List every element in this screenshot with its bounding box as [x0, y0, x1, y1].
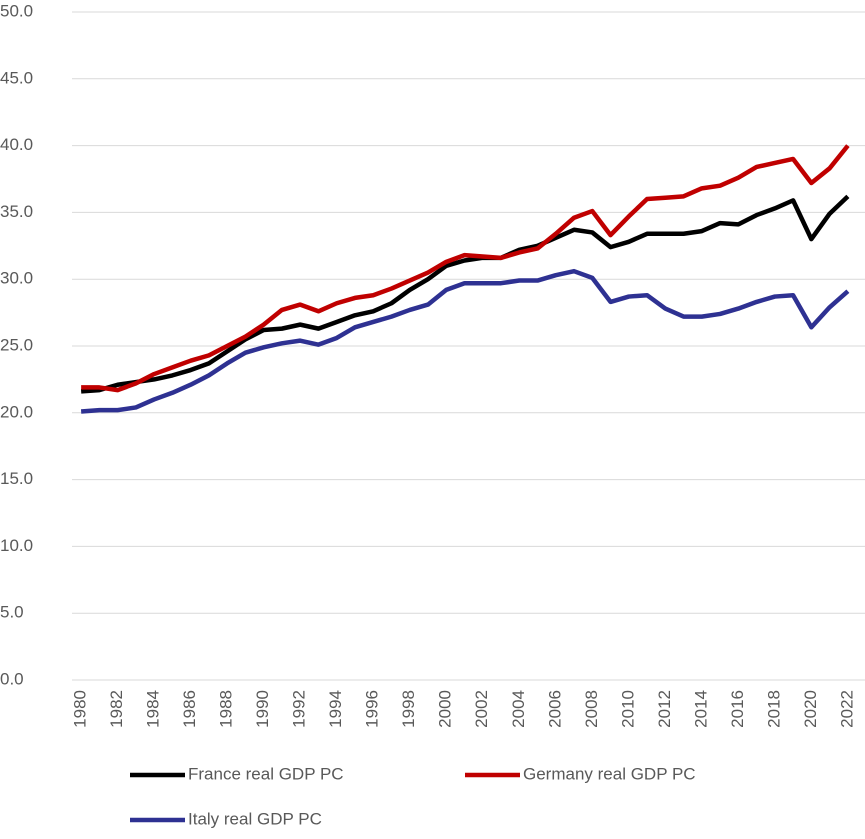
x-tick-label: 2014	[691, 690, 710, 728]
y-tick-label: 15.0	[0, 469, 33, 488]
x-tick-label: 2004	[509, 690, 528, 728]
x-tick-label: 2020	[801, 690, 820, 728]
y-tick-label: 30.0	[0, 269, 33, 288]
y-tick-label: 40.0	[0, 135, 33, 154]
series-line	[80, 268, 850, 414]
x-tick-label: 1998	[399, 690, 418, 728]
x-tick-label: 1986	[180, 690, 199, 728]
x-tick-label: 1980	[71, 690, 90, 728]
legend-label: France real GDP PC	[188, 764, 344, 783]
x-tick-label: 1988	[217, 690, 236, 728]
series-line	[81, 144, 850, 393]
y-tick-label: 0.0	[0, 669, 24, 688]
x-tick-label: 1996	[363, 690, 382, 728]
x-tick-label: 2000	[436, 690, 455, 728]
y-tick-label: 45.0	[0, 68, 33, 87]
y-tick-label: 20.0	[0, 402, 33, 421]
y-tick-label: 5.0	[0, 603, 24, 622]
y-tick-label: 25.0	[0, 335, 33, 354]
x-tick-label: 1984	[144, 690, 163, 728]
x-tick-label: 2010	[618, 690, 637, 728]
series-line	[80, 194, 850, 394]
x-tick-label: 1982	[107, 690, 126, 728]
x-tick-label: 1990	[253, 690, 272, 728]
x-tick-label: 1992	[290, 690, 309, 728]
x-tick-label: 2018	[764, 690, 783, 728]
x-tick-label: 2012	[655, 690, 674, 728]
x-tick-label: 2016	[728, 690, 747, 728]
y-tick-label: 10.0	[0, 536, 33, 555]
x-tick-label: 2006	[545, 690, 564, 728]
legend-label: Italy real GDP PC	[188, 809, 322, 828]
x-tick-label: 1994	[326, 690, 345, 728]
x-tick-label: 2008	[582, 690, 601, 728]
x-tick-label: 2022	[837, 690, 856, 728]
y-tick-label: 35.0	[0, 202, 33, 221]
legend-label: Germany real GDP PC	[523, 764, 696, 783]
x-tick-label: 2002	[472, 690, 491, 728]
y-tick-label: 50.0	[0, 1, 33, 20]
